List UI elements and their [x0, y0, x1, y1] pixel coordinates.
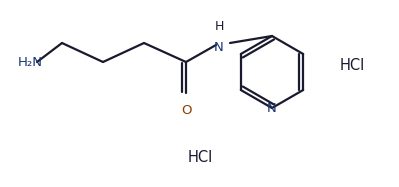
Text: HCl: HCl	[340, 57, 365, 73]
Text: H₂N: H₂N	[18, 56, 43, 68]
Text: N: N	[214, 41, 224, 54]
Text: O: O	[181, 104, 191, 117]
Text: N: N	[267, 102, 277, 114]
Text: HCl: HCl	[188, 151, 213, 165]
Text: H: H	[214, 20, 224, 33]
